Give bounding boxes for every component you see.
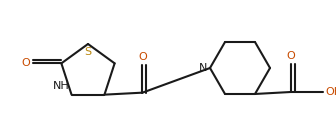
Text: OH: OH bbox=[325, 87, 336, 97]
Text: O: O bbox=[22, 58, 30, 68]
Text: NH: NH bbox=[53, 81, 70, 91]
Text: N: N bbox=[199, 63, 207, 73]
Text: O: O bbox=[287, 51, 295, 61]
Text: O: O bbox=[138, 52, 147, 62]
Text: S: S bbox=[84, 47, 92, 57]
